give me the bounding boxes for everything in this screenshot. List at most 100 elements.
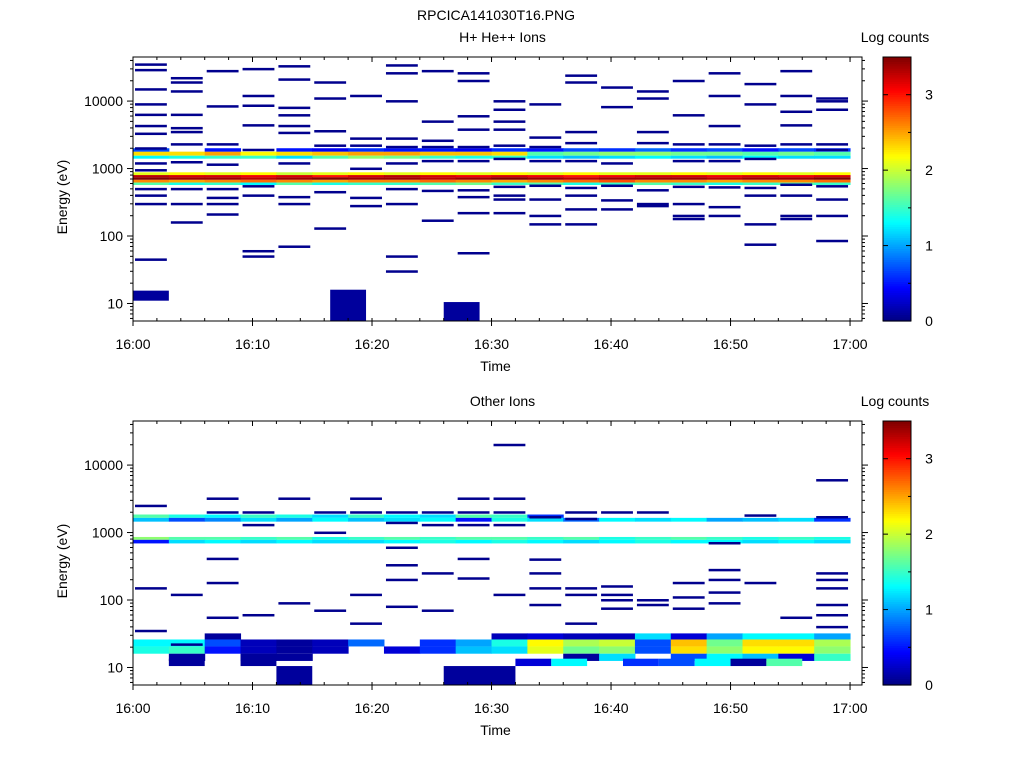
- colorbar-step: [883, 61, 911, 65]
- count-line: [780, 110, 813, 114]
- band-cell: [814, 172, 851, 176]
- count-line: [135, 162, 167, 165]
- colorbar-step: [883, 579, 911, 583]
- colorbar-step: [883, 456, 911, 459]
- band-cell: [419, 155, 457, 159]
- colorbar-step: [883, 484, 911, 488]
- band-cell: [383, 175, 421, 178]
- count-line: [672, 581, 705, 585]
- band-cell: [276, 646, 313, 654]
- band-cell: [670, 175, 708, 178]
- band-cell: [168, 653, 206, 661]
- colorbar-step: [883, 568, 911, 572]
- colorbar-tick-label: 1: [925, 602, 933, 618]
- band-cell: [563, 646, 600, 654]
- band-cell: [240, 177, 277, 180]
- colorbar-step: [883, 248, 911, 252]
- colorbar-step: [883, 200, 911, 203]
- band-cell: [814, 539, 851, 544]
- band-cell: [706, 633, 743, 640]
- colorbar-step: [883, 87, 911, 91]
- colorbar: 0 1 2 3 Log counts: [861, 29, 933, 329]
- band-cell: [312, 172, 349, 176]
- count-line: [493, 497, 526, 500]
- colorbar-step: [883, 307, 911, 311]
- band-cell: [276, 514, 313, 518]
- colorbar-step: [883, 500, 911, 503]
- count-line: [744, 581, 777, 585]
- count-line: [780, 616, 813, 620]
- count-line: [278, 202, 311, 206]
- band-cell: [419, 151, 457, 156]
- colorbar-step: [883, 101, 911, 104]
- band-cell: [563, 182, 600, 186]
- colorbar-step: [883, 531, 911, 534]
- band-cell: [742, 536, 779, 540]
- count-line: [601, 199, 633, 202]
- colorbar-step: [883, 539, 911, 543]
- band-cell: [455, 148, 493, 152]
- count-line: [135, 202, 167, 206]
- colorbar-tick-label: 1: [925, 238, 933, 254]
- colorbar-step: [883, 162, 911, 166]
- band-cell: [634, 536, 672, 540]
- colorbar-step: [883, 663, 911, 666]
- band-cell: [599, 148, 636, 152]
- colorbar-step: [883, 601, 911, 605]
- colorbar-step: [883, 654, 911, 657]
- colorbar-step: [883, 250, 911, 254]
- colorbar-step: [883, 451, 911, 455]
- count-line: [780, 124, 813, 127]
- colorbar-step: [883, 515, 911, 519]
- band-cell: [383, 517, 421, 522]
- colorbar-step: [883, 241, 911, 245]
- band-cell: [133, 177, 170, 180]
- count-line: [636, 599, 669, 602]
- colorbar-step: [883, 599, 911, 602]
- colorbar-step: [883, 109, 911, 113]
- band-cell: [455, 177, 493, 180]
- colorbar-step: [883, 572, 911, 576]
- x-tick-label: 16:40: [594, 700, 629, 716]
- band-cell: [312, 514, 349, 518]
- count-line: [636, 90, 669, 93]
- count-line: [529, 159, 562, 163]
- count-line: [744, 144, 777, 147]
- band-cell: [419, 514, 457, 518]
- colorbar-step: [883, 261, 911, 265]
- count-line: [744, 157, 777, 161]
- colorbar-step: [883, 429, 911, 433]
- colorbar-step: [883, 318, 911, 322]
- colorbar-step: [883, 184, 911, 188]
- colorbar-step: [883, 550, 911, 554]
- count-line: [816, 148, 849, 152]
- colorbar-step: [883, 164, 911, 168]
- band-cell: [348, 148, 385, 152]
- band-cell: [706, 151, 743, 156]
- band-cell: [742, 155, 779, 159]
- colorbar-step: [883, 581, 911, 585]
- band-cell: [670, 179, 708, 183]
- colorbar-step: [883, 173, 911, 177]
- count-line: [565, 622, 598, 625]
- count-line: [493, 108, 526, 112]
- count-line: [278, 114, 311, 117]
- band-cell: [814, 653, 851, 661]
- colorbar-step: [883, 257, 911, 260]
- count-line: [421, 139, 454, 143]
- count-line: [708, 591, 741, 594]
- colorbar-step: [883, 263, 911, 267]
- count-line: [744, 82, 777, 86]
- band-cell: [706, 653, 743, 661]
- band-cell: [276, 536, 313, 540]
- count-line: [672, 607, 705, 610]
- count-line: [135, 169, 167, 172]
- count-line: [708, 568, 741, 572]
- count-line: [457, 115, 490, 118]
- band-cell: [455, 539, 493, 544]
- colorbar-step: [883, 90, 911, 93]
- count-line: [278, 65, 311, 68]
- band-cell: [348, 639, 385, 647]
- band-cell: [348, 536, 385, 540]
- band-cell: [348, 155, 385, 159]
